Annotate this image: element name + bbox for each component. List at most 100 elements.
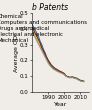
Line: Drugs and medical: Drugs and medical — [32, 27, 84, 81]
Mechanical — [43, 53, 44, 55]
Drugs and medical — [46, 58, 47, 59]
Line: Mechanical: Mechanical — [32, 32, 84, 82]
Electrical and electronic — [83, 81, 84, 82]
Electrical and electronic — [77, 78, 78, 79]
Chemical — [40, 41, 41, 42]
Drugs and medical — [57, 71, 59, 72]
Mechanical — [53, 68, 54, 70]
Chemical — [69, 77, 70, 78]
Chemical — [75, 78, 76, 79]
Electrical and electronic — [35, 33, 36, 34]
Mechanical — [67, 76, 68, 78]
Drugs and medical — [75, 77, 76, 79]
Drugs and medical — [61, 72, 62, 73]
Drugs and medical — [77, 78, 78, 79]
Computers and communications — [46, 58, 47, 59]
Drugs and medical — [49, 64, 50, 65]
Drugs and medical — [56, 69, 57, 71]
Chemical — [32, 24, 33, 25]
Computers and communications — [74, 77, 75, 79]
Electrical and electronic — [78, 79, 79, 81]
Mechanical — [41, 50, 42, 52]
Mechanical — [64, 74, 65, 75]
Electrical and electronic — [45, 53, 46, 55]
Electrical and electronic — [59, 70, 60, 72]
Electrical and electronic — [70, 77, 71, 78]
Mechanical — [40, 47, 41, 48]
Electrical and electronic — [46, 57, 47, 58]
Electrical and electronic — [75, 78, 76, 79]
Chemical — [65, 75, 67, 77]
Computers and communications — [56, 69, 57, 70]
Electrical and electronic — [80, 80, 81, 81]
Drugs and medical — [48, 61, 49, 62]
Chemical — [62, 72, 63, 73]
Electrical and electronic — [62, 72, 63, 73]
Computers and communications — [41, 49, 42, 50]
Chemical — [56, 69, 57, 70]
Chemical — [80, 80, 81, 81]
Mechanical — [46, 60, 47, 61]
Mechanical — [77, 78, 78, 80]
Electrical and electronic — [61, 71, 62, 72]
Chemical — [46, 57, 47, 58]
Mechanical — [35, 38, 36, 39]
Mechanical — [59, 72, 60, 73]
Drugs and medical — [80, 80, 81, 81]
Drugs and medical — [36, 36, 38, 37]
Chemical — [43, 49, 44, 50]
Drugs and medical — [53, 67, 54, 69]
Mechanical — [33, 35, 34, 36]
Computers and communications — [36, 39, 38, 41]
Legend: Chemical, Computers and communications, Drugs and medical, Electrical and electr: Chemical, Computers and communications, … — [0, 14, 88, 43]
Chemical — [64, 73, 65, 74]
Computers and communications — [75, 78, 76, 79]
Drugs and medical — [35, 33, 36, 34]
Chemical — [74, 77, 75, 79]
Computers and communications — [54, 68, 55, 70]
Electrical and electronic — [74, 77, 75, 78]
Electrical and electronic — [40, 42, 41, 44]
Computers and communications — [82, 80, 83, 82]
Drugs and medical — [64, 74, 65, 75]
Computers and communications — [57, 70, 59, 71]
Chemical — [49, 63, 50, 64]
Mechanical — [62, 73, 63, 74]
Mechanical — [49, 65, 50, 66]
X-axis label: Year: Year — [54, 102, 67, 106]
Computers and communications — [49, 64, 50, 65]
Electrical and electronic — [48, 60, 49, 61]
Chemical — [53, 67, 54, 68]
Mechanical — [57, 71, 59, 72]
Chemical — [41, 44, 42, 45]
Mechanical — [51, 67, 52, 68]
Line: Chemical: Chemical — [32, 24, 84, 82]
Mechanical — [65, 76, 67, 77]
Electrical and electronic — [51, 64, 52, 66]
Chemical — [83, 81, 84, 82]
Drugs and medical — [72, 76, 73, 77]
Mechanical — [32, 31, 33, 33]
Drugs and medical — [32, 27, 33, 28]
Mechanical — [36, 41, 38, 42]
Chemical — [59, 71, 60, 72]
Electrical and electronic — [67, 76, 68, 77]
Computers and communications — [38, 42, 39, 44]
Computers and communications — [61, 71, 62, 73]
Drugs and medical — [38, 39, 39, 41]
Electrical and electronic — [43, 50, 44, 52]
Mechanical — [69, 77, 70, 78]
Electrical and electronic — [69, 77, 70, 78]
Electrical and electronic — [56, 68, 57, 70]
Electrical and electronic — [38, 39, 39, 41]
Computers and communications — [83, 81, 84, 82]
Computers and communications — [80, 80, 81, 81]
Drugs and medical — [43, 50, 44, 52]
Drugs and medical — [78, 79, 79, 80]
Mechanical — [56, 70, 57, 72]
Computers and communications — [67, 76, 68, 77]
Chemical — [45, 52, 46, 53]
Mechanical — [74, 78, 75, 79]
Electrical and electronic — [65, 75, 67, 77]
Mechanical — [38, 44, 39, 45]
